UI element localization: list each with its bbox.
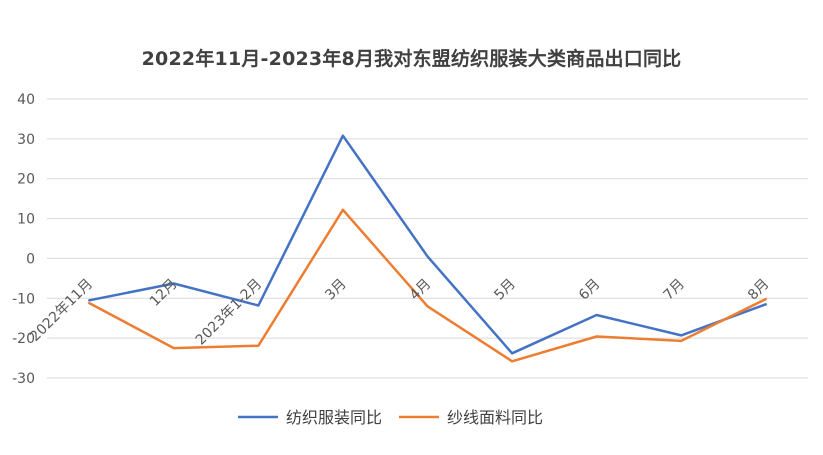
series-line-1 xyxy=(88,134,767,355)
series-line-2 xyxy=(88,208,767,363)
x-tick-label: 4月 xyxy=(407,276,435,304)
legend-label-2: 纱线面料同比 xyxy=(447,408,543,427)
y-tick-label: 30 xyxy=(17,132,35,148)
gridlines xyxy=(47,98,808,379)
x-tick-label: 7月 xyxy=(660,276,688,304)
y-tick-label: 40 xyxy=(17,92,35,108)
x-axis: 2022年11月 12月 2023年1-2月 3月 4月 5月 6月 7月 8月 xyxy=(27,276,772,348)
y-axis: -30 -20 -10 0 10 20 30 40 xyxy=(12,92,35,387)
chart-title: 2022年11月-2023年8月我对东盟纺织服装大类商品出口同比 xyxy=(141,48,682,70)
x-tick-label: 8月 xyxy=(745,276,773,304)
y-tick-label: -10 xyxy=(12,291,35,307)
y-tick-label: 20 xyxy=(17,172,35,188)
x-tick-label: 6月 xyxy=(576,276,604,304)
y-tick-label: 0 xyxy=(26,251,35,267)
y-tick-label: 10 xyxy=(17,212,35,228)
y-tick-label: -20 xyxy=(12,331,35,347)
x-tick-label: 2023年1-2月 xyxy=(193,276,265,348)
legend: 纺织服装同比 纱线面料同比 xyxy=(238,408,543,427)
x-tick-label: 2022年11月 xyxy=(27,276,96,345)
x-tick-label: 12月 xyxy=(147,276,181,310)
x-tick-label: 5月 xyxy=(491,276,519,304)
legend-label-1: 纺织服装同比 xyxy=(286,408,382,427)
x-tick-label: 3月 xyxy=(322,276,350,304)
y-tick-label: -30 xyxy=(12,371,35,387)
series-lines xyxy=(88,134,767,363)
